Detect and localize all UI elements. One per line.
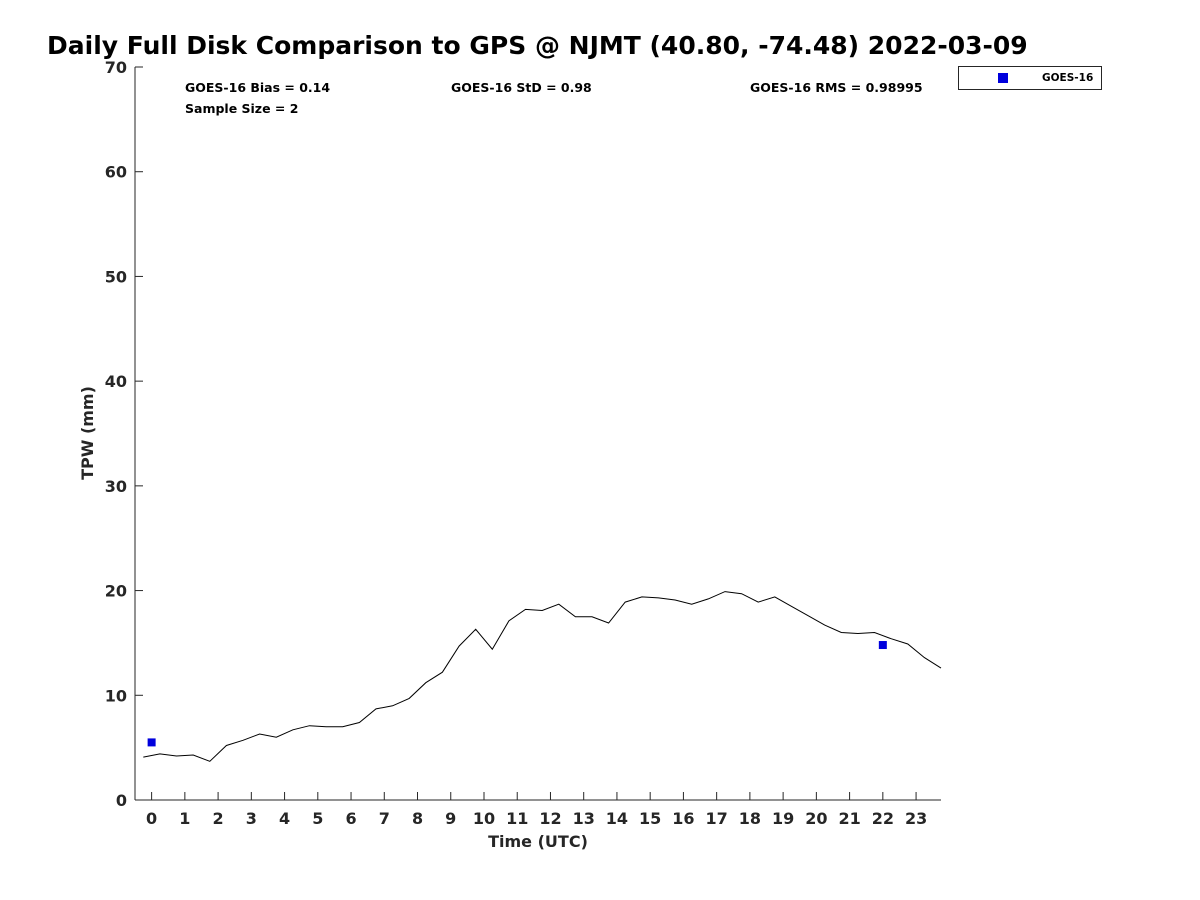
x-tick-label: 18 <box>739 809 761 828</box>
chart-title: Daily Full Disk Comparison to GPS @ NJMT… <box>47 31 1028 60</box>
x-tick-label: 12 <box>539 809 561 828</box>
x-tick-label: 9 <box>445 809 456 828</box>
x-tick-label: 23 <box>905 809 927 828</box>
x-tick-label: 11 <box>506 809 528 828</box>
legend: GOES-16 <box>958 66 1102 90</box>
x-tick-label: 0 <box>146 809 157 828</box>
x-tick-label: 1 <box>179 809 190 828</box>
x-tick-label: 3 <box>246 809 257 828</box>
goes-16-point <box>878 641 887 650</box>
y-tick-label: 40 <box>105 372 127 391</box>
sample-size-stat: Sample Size = 2 <box>185 101 298 116</box>
legend-marker-goes-16 <box>998 73 1008 83</box>
x-tick-label: 6 <box>345 809 356 828</box>
x-tick-label: 10 <box>473 809 495 828</box>
x-tick-label: 16 <box>672 809 694 828</box>
y-axis-ticks: 0 10 20 30 40 50 60 70 <box>105 58 143 810</box>
legend-label-goes-16: GOES-16 <box>1042 72 1093 84</box>
x-tick-label: 2 <box>213 809 224 828</box>
x-tick-label: 15 <box>639 809 661 828</box>
x-tick-label: 20 <box>805 809 827 828</box>
bias-stat: GOES-16 Bias = 0.14 <box>185 80 330 95</box>
x-tick-label: 13 <box>573 809 595 828</box>
y-tick-label: 70 <box>105 58 127 77</box>
x-tick-label: 7 <box>379 809 390 828</box>
x-tick-label: 4 <box>279 809 290 828</box>
series-layer <box>143 591 942 762</box>
x-tick-label: 19 <box>772 809 794 828</box>
gps-tpw-line <box>143 591 942 762</box>
x-tick-label: 22 <box>872 809 894 828</box>
y-tick-label: 50 <box>105 267 127 286</box>
rms-stat: GOES-16 RMS = 0.98995 <box>750 80 923 95</box>
x-axis-label: Time (UTC) <box>488 832 588 851</box>
y-tick-label: 60 <box>105 163 127 182</box>
y-tick-label: 10 <box>105 686 127 705</box>
x-axis-ticks: 0 1 2 3 4 5 6 7 8 9 10 11 12 13 14 15 16 17 18 19 20 21 22 23 <box>146 792 927 828</box>
goes-16-point <box>147 738 156 747</box>
legend-box <box>958 66 1102 90</box>
y-tick-label: 20 <box>105 582 127 601</box>
x-tick-label: 14 <box>606 809 628 828</box>
x-tick-label: 17 <box>706 809 728 828</box>
std-stat: GOES-16 StD = 0.98 <box>451 80 592 95</box>
y-tick-label: 0 <box>116 791 127 810</box>
x-tick-label: 8 <box>412 809 423 828</box>
y-axis-label: TPW (mm) <box>78 386 97 480</box>
y-tick-label: 30 <box>105 477 127 496</box>
x-tick-label: 21 <box>838 809 860 828</box>
x-tick-label: 5 <box>312 809 323 828</box>
